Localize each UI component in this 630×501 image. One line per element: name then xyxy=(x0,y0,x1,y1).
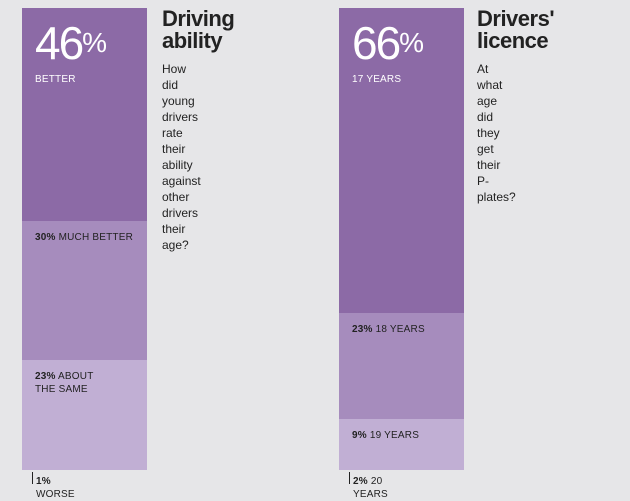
chart-question: At what age did they get their P-plates? xyxy=(477,61,516,205)
segment-label: 23% ABOUT THE SAME xyxy=(35,371,94,395)
bar-segment-tick xyxy=(32,472,33,484)
chart-question: How did young drivers rate their ability… xyxy=(162,61,201,253)
headline-value: 46 xyxy=(35,17,84,69)
tick-label: 1% WORSE xyxy=(36,476,75,500)
title-line: licence xyxy=(477,28,549,53)
bar-segment-better: 46% BETTER xyxy=(22,8,147,221)
segment-label: 23% 18 YEARS xyxy=(352,324,425,335)
headline-sign: % xyxy=(82,27,108,58)
bar-segment-tick xyxy=(349,472,350,484)
headline-percent: 66% xyxy=(352,20,424,66)
title-line: Driving xyxy=(162,6,235,31)
title-line: ability xyxy=(162,28,223,53)
bar-segment-much-better: 30% MUCH BETTER xyxy=(22,221,147,360)
headline-label: 17 YEARS xyxy=(352,74,402,85)
headline-value: 66 xyxy=(352,17,401,69)
question-line: At what age did xyxy=(477,62,503,124)
headline-percent: 46% xyxy=(35,20,107,66)
headline-label: BETTER xyxy=(35,74,76,85)
stacked-bar-drivers-licence: 66% 17 YEARS 23% 18 YEARS 9% 19 YEARS xyxy=(339,8,464,470)
question-line: How did young drivers xyxy=(162,62,199,124)
segment-label: 9% 19 YEARS xyxy=(352,430,420,441)
stacked-bar-driving-ability: 46% BETTER 30% MUCH BETTER 23% ABOUT THE SAM… xyxy=(22,8,147,470)
question-line: P-plates? xyxy=(477,174,516,204)
bar-segment-18-years: 23% 18 YEARS xyxy=(339,313,464,419)
question-line: rate their ability against xyxy=(162,126,201,188)
title-line: Drivers' xyxy=(477,6,555,31)
chart-title: Driving ability xyxy=(162,6,235,53)
segment-label: 30% MUCH BETTER xyxy=(35,232,134,243)
bar-segment-19-years: 9% 19 YEARS xyxy=(339,419,464,470)
question-line: they get their xyxy=(477,126,501,172)
bar-segment-17-years: 66% 17 YEARS xyxy=(339,8,464,313)
headline-sign: % xyxy=(399,27,425,58)
chart-title: Drivers' licence xyxy=(477,6,555,53)
tick-label: 2% 20 YEARS xyxy=(353,476,388,500)
question-line: other drivers their age? xyxy=(162,190,199,252)
bar-segment-about-the-same: 23% ABOUT THE SAME xyxy=(22,360,147,470)
